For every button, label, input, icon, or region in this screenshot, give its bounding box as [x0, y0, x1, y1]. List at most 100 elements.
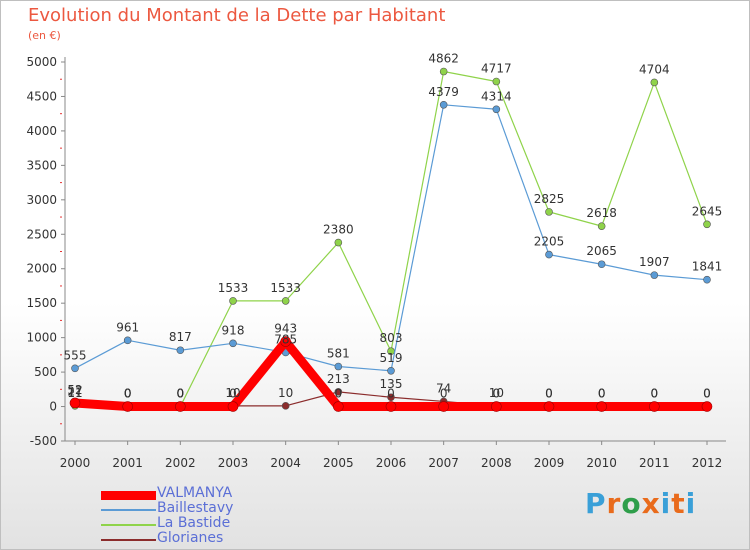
- data-label: 1907: [639, 255, 670, 269]
- data-point: [650, 78, 659, 87]
- data-label: 817: [169, 330, 192, 344]
- data-point: [491, 401, 502, 412]
- x-tick-label: 2006: [376, 456, 407, 470]
- x-tick-label: 2005: [323, 456, 354, 470]
- y-tick-label: 2000: [26, 262, 57, 276]
- data-point: [545, 208, 553, 216]
- data-point: [122, 401, 133, 412]
- data-label: 2618: [586, 206, 617, 220]
- data-label: 0: [124, 387, 132, 401]
- data-point: [596, 401, 607, 412]
- data-label: 2825: [534, 192, 565, 206]
- legend-label: Baillestavy: [157, 500, 234, 516]
- data-label: 4379: [428, 85, 459, 99]
- x-tick-label: 2001: [112, 456, 143, 470]
- data-label: 0: [545, 387, 553, 401]
- data-label: 52: [67, 383, 82, 397]
- x-tick-label: 2009: [534, 456, 565, 470]
- y-tick-label: 1500: [26, 296, 57, 310]
- data-label: 10: [489, 386, 504, 400]
- data-label: 0: [651, 387, 659, 401]
- y-tick-label: 3500: [26, 158, 57, 172]
- legend-label: VALMANYA: [157, 485, 233, 501]
- logo-letter: i: [685, 487, 697, 520]
- legend-label: La Bastide: [157, 515, 231, 531]
- logo-letter: r: [606, 487, 622, 520]
- data-label: 961: [116, 320, 139, 334]
- data-label: 918: [222, 323, 245, 337]
- y-tick-label: 5000: [26, 55, 57, 69]
- data-label: 943: [274, 322, 297, 336]
- logo-letter: i: [660, 487, 672, 520]
- y-tick-label: 4000: [26, 124, 57, 138]
- data-point: [387, 393, 395, 402]
- data-label: 0: [124, 387, 132, 401]
- legend-swatch: [101, 490, 156, 500]
- data-label: 0: [440, 387, 448, 401]
- logo-letter: x: [641, 487, 661, 520]
- data-label: 0: [703, 387, 711, 401]
- data-point: [492, 105, 501, 114]
- data-label: 4704: [639, 62, 670, 76]
- data-point: [703, 275, 711, 284]
- proxiti-logo: Proxiti: [585, 487, 696, 520]
- x-tick-label: 2003: [218, 456, 249, 470]
- data-point: [69, 397, 81, 409]
- chart-title: Evolution du Montant de la Dette par Hab…: [28, 5, 446, 26]
- chart-subtitle: (en €): [28, 29, 61, 42]
- data-label: 1533: [270, 281, 301, 295]
- data-point: [385, 401, 397, 412]
- x-tick-label: 2012: [692, 456, 723, 470]
- data-point: [703, 220, 711, 229]
- legend-swatch: [101, 539, 156, 541]
- y-tick-label: -500: [30, 434, 57, 448]
- data-label: 803: [380, 331, 403, 345]
- data-label: 2380: [323, 223, 354, 237]
- data-label: 519: [380, 351, 403, 365]
- data-point: [229, 339, 237, 348]
- data-point: [176, 346, 185, 355]
- x-tick-label: 2000: [60, 456, 91, 470]
- data-point: [649, 401, 660, 412]
- data-point: [227, 401, 239, 412]
- y-tick-label: 2500: [26, 227, 57, 241]
- data-label: 0: [335, 387, 343, 401]
- data-label: 581: [327, 347, 350, 361]
- data-label: 0: [651, 387, 659, 401]
- data-point: [71, 364, 79, 373]
- data-point: [650, 271, 659, 279]
- data-label: 0: [703, 387, 711, 401]
- data-point: [492, 77, 501, 86]
- data-label: 0: [387, 387, 395, 401]
- data-point: [334, 388, 343, 396]
- data-label: 0: [177, 387, 185, 401]
- data-label: 27: [67, 385, 82, 399]
- x-tick-label: 2004: [270, 456, 301, 470]
- data-point: [334, 362, 343, 371]
- data-label: 4314: [481, 89, 512, 103]
- data-label: 135: [380, 377, 403, 391]
- data-label: 1841: [692, 260, 723, 274]
- data-point: [701, 401, 713, 412]
- data-point: [597, 260, 606, 269]
- data-label: 2205: [534, 235, 565, 249]
- data-point: [597, 222, 606, 230]
- data-label: 0: [598, 387, 606, 401]
- data-label: 0: [493, 387, 501, 401]
- data-point: [281, 297, 290, 305]
- data-point: [543, 401, 555, 412]
- data-label: 74: [436, 381, 451, 395]
- data-label: 0: [545, 387, 553, 401]
- data-label: 785: [274, 332, 297, 346]
- logo-letter: o: [621, 487, 642, 520]
- y-tick-label: 1000: [26, 331, 57, 345]
- data-label: 4862: [428, 52, 459, 66]
- y-tick-label: 500: [34, 365, 57, 379]
- data-label: 555: [64, 348, 87, 362]
- logo-letter: P: [585, 487, 607, 520]
- y-tick-label: 3000: [26, 193, 57, 207]
- logo-letter: t: [671, 487, 686, 520]
- data-point: [439, 67, 448, 76]
